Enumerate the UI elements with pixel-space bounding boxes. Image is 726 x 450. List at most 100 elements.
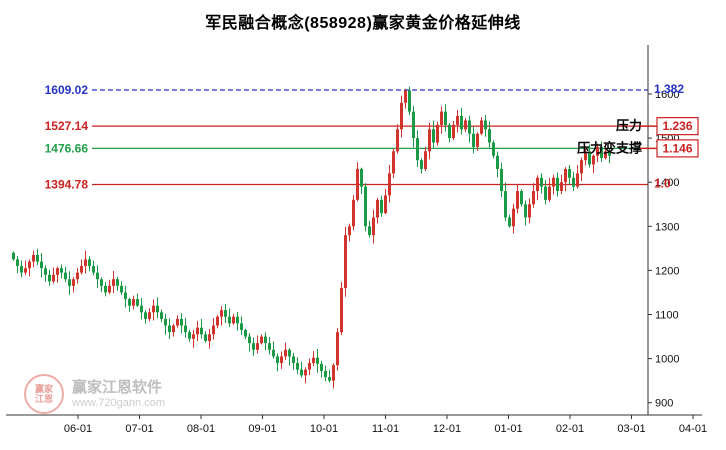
candle-down	[244, 328, 247, 340]
candle-down	[484, 114, 487, 137]
candle-up	[80, 259, 83, 275]
x-axis-label: 06-01	[64, 423, 92, 435]
candle-down	[12, 251, 15, 261]
candle-up	[32, 250, 35, 268]
levels-layer: 1609.02 1527.14 1476.66 1394.78	[45, 83, 648, 192]
level-price-label: 1394.78	[45, 178, 89, 192]
candle-down	[504, 182, 507, 222]
candle-down	[224, 304, 227, 324]
candle-up	[376, 197, 379, 224]
candle-up	[112, 271, 115, 294]
candle-down	[124, 285, 127, 308]
y-axis-label: 1200	[655, 265, 679, 277]
candle-down	[600, 141, 603, 162]
candle-up	[28, 259, 31, 277]
candle-down	[160, 309, 163, 323]
x-axis-label: 07-01	[125, 423, 153, 435]
candle-down	[556, 172, 559, 197]
level-price-label: 1476.66	[45, 141, 89, 155]
candle-down	[500, 162, 503, 198]
candle-down	[296, 357, 299, 375]
candle-down	[96, 265, 99, 288]
candle-down	[300, 361, 303, 378]
candle-up	[400, 95, 403, 138]
candle-down	[572, 171, 575, 191]
candle-down	[120, 281, 123, 296]
candle-down	[140, 298, 143, 320]
candle-up	[344, 226, 347, 297]
candle-up	[84, 250, 87, 274]
x-axis-label: 03-01	[617, 423, 645, 435]
candle-down	[144, 310, 147, 324]
candle-up	[424, 146, 427, 172]
candle-down	[608, 149, 611, 164]
candle-up	[456, 109, 459, 133]
candle-down	[368, 220, 371, 238]
candle-down	[156, 297, 159, 319]
ratio-label: 1.382	[654, 82, 684, 96]
candle-up	[372, 209, 375, 244]
candle-down	[128, 297, 131, 312]
candle-down	[184, 317, 187, 338]
candle-down	[316, 348, 319, 373]
level-price-label: 1527.14	[45, 119, 89, 133]
candle-up	[396, 124, 399, 154]
candle-down	[472, 126, 475, 154]
candle-up	[192, 329, 195, 348]
candle-down	[432, 120, 435, 149]
candle-up	[232, 314, 235, 325]
candle-down	[416, 130, 419, 168]
ratio-label: 1.236	[662, 119, 692, 133]
x-axis-label: 01-01	[494, 423, 522, 435]
candle-down	[60, 264, 63, 279]
candle-up	[172, 323, 175, 337]
candle-up	[404, 88, 407, 109]
candle-down	[268, 336, 271, 355]
candle-up	[280, 351, 283, 369]
candle-up	[176, 315, 179, 328]
candle-down	[248, 333, 251, 352]
candle-down	[488, 121, 491, 148]
candle-down	[360, 167, 363, 195]
candle-up	[436, 121, 439, 146]
candle-down	[540, 173, 543, 194]
candle-up	[256, 335, 259, 354]
candle-down	[236, 311, 239, 331]
candle-down	[40, 253, 43, 278]
candle-down	[104, 281, 107, 297]
candle-up	[348, 223, 351, 242]
candle-down	[492, 140, 495, 159]
chart-title: 军民融合概念(858928)赢家黄金价格延伸线	[205, 15, 521, 32]
candle-down	[204, 331, 207, 343]
candle-up	[536, 175, 539, 201]
candle-down	[460, 107, 463, 135]
candle-up	[560, 174, 563, 195]
candle-up	[312, 351, 315, 367]
y-axis-label: 900	[655, 398, 673, 410]
annotations-layer: 1.382 压力 1.236 压力变支撑 1.146 1.0	[577, 82, 699, 191]
candle-up	[24, 260, 27, 275]
candle-up	[260, 334, 263, 345]
candle-down	[36, 248, 39, 266]
candle-down	[292, 352, 295, 370]
candle-down	[44, 265, 47, 282]
candle-down	[412, 105, 415, 148]
candle-up	[392, 148, 395, 179]
candle-down	[252, 337, 255, 356]
candle-down	[228, 308, 231, 328]
ratio-label: 1.146	[662, 141, 692, 155]
candle-down	[380, 195, 383, 217]
candle-up	[548, 177, 551, 202]
candle-up	[464, 117, 467, 133]
candle-up	[564, 167, 567, 192]
candle-up	[352, 195, 355, 231]
candle-down	[48, 269, 51, 286]
candle-up	[108, 279, 111, 295]
y-axis-label: 1400	[655, 177, 679, 189]
candle-down	[520, 189, 523, 207]
x-axis-label: 04-01	[679, 423, 707, 435]
candle-up	[220, 306, 223, 326]
candle-down	[88, 256, 91, 272]
